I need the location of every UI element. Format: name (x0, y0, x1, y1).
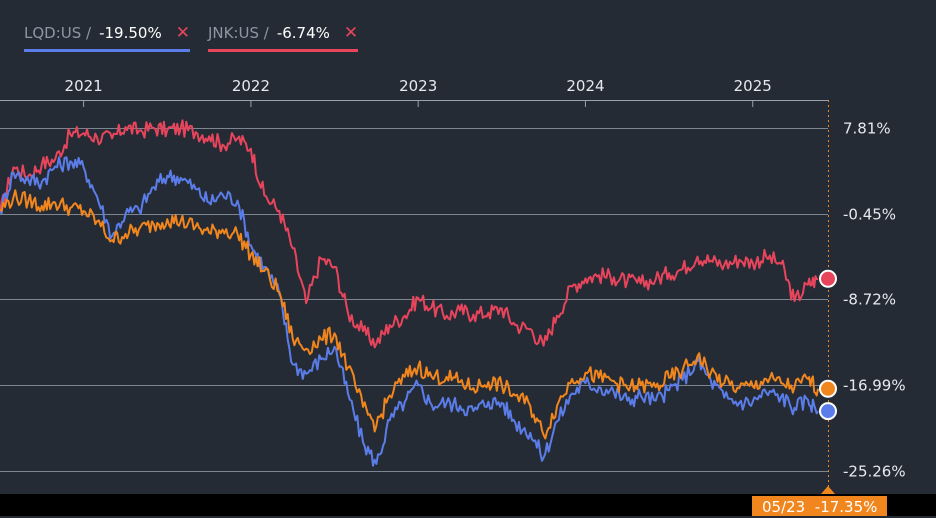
y-tick-label: -8.72% (843, 291, 896, 309)
crosshair-badge: 05/23 -17.35% (752, 496, 888, 516)
legend-item-lqd[interactable]: LQD:US / -19.50% ✕ (24, 20, 190, 52)
close-icon[interactable]: ✕ (343, 22, 359, 43)
legend-value-jnk: -6.74% (276, 24, 330, 42)
close-icon[interactable]: ✕ (175, 22, 190, 43)
y-axis: 7.81% -0.45% -8.72% -16.99% -25.26% (843, 120, 906, 481)
series-end-markers (819, 269, 837, 421)
series-end-marker (819, 269, 837, 288)
x-tick-label: 2025 (734, 77, 772, 95)
y-tick-label: 7.81% (843, 120, 891, 138)
crosshair (821, 100, 835, 494)
legend-symbol-lqd: LQD:US / (24, 24, 92, 42)
series-lines (0, 119, 819, 467)
legend-underline-jnk (207, 49, 359, 52)
series-line-lqd-us (0, 156, 819, 467)
crosshair-value: -17.35% (814, 498, 878, 516)
x-tick-label: 2022 (232, 77, 270, 95)
y-tick-label: -25.26% (843, 463, 906, 481)
x-axis: 2021 2022 2023 2024 2025 (0, 77, 828, 107)
bottom-bar (0, 494, 936, 516)
y-tick-label: -16.99% (843, 377, 906, 395)
crosshair-pointer (821, 486, 835, 494)
crosshair-date: 05/23 (762, 498, 806, 516)
legend-symbol-jnk: JNK:US / (207, 24, 269, 42)
legend-item-jnk[interactable]: JNK:US / -6.74% ✕ (207, 20, 359, 52)
series-line-jnk-us (0, 119, 819, 349)
x-tick-label: 2021 (65, 77, 103, 95)
legend-underline-lqd (24, 49, 190, 52)
series-end-marker (819, 402, 837, 421)
y-tick-label: -0.45% (843, 206, 896, 224)
legend-value-lqd: -19.50% (99, 24, 162, 42)
x-tick-label: 2023 (399, 77, 437, 95)
x-tick-label: 2024 (566, 77, 604, 95)
legend: LQD:US / -19.50% ✕ JNK:US / -6.74% ✕ (24, 20, 359, 52)
series-end-marker (819, 379, 837, 398)
series-line-benchmark (0, 189, 819, 440)
